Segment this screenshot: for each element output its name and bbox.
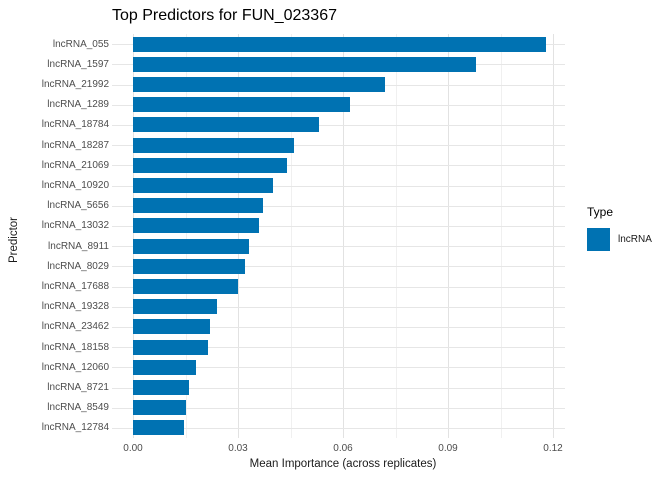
x-tick-label: 0.03 bbox=[228, 443, 248, 454]
bar-lncRNA_13032 bbox=[133, 218, 259, 234]
y-tick-label: lncRNA_23462 bbox=[41, 321, 109, 333]
bar-lncRNA_10920 bbox=[133, 178, 273, 193]
x-gridline-minor bbox=[185, 34, 187, 438]
x-gridline-major bbox=[133, 34, 134, 438]
y-gridline bbox=[112, 185, 565, 187]
y-tick-label: lncRNA_12784 bbox=[41, 422, 109, 434]
y-gridline bbox=[112, 367, 565, 369]
legend: Type lncRNA bbox=[587, 205, 652, 251]
y-gridline bbox=[112, 124, 565, 126]
y-gridline bbox=[112, 145, 565, 147]
bar-lncRNA_1289 bbox=[133, 97, 350, 113]
bar-lncRNA_12784 bbox=[133, 420, 184, 436]
x-gridline-minor bbox=[290, 34, 292, 438]
y-tick-label: lncRNA_18158 bbox=[41, 341, 109, 353]
legend-item-label: lncRNA bbox=[618, 234, 652, 245]
y-gridline bbox=[112, 387, 565, 389]
bar-lncRNA_8549 bbox=[133, 400, 186, 416]
y-axis-tick-labels: lncRNA_055 lncRNA_1597 lncRNA_21992 lncRNA_… bbox=[0, 34, 109, 438]
bar-lncRNA_8029 bbox=[133, 258, 245, 274]
y-tick-label: lncRNA_8029 bbox=[47, 260, 109, 272]
y-gridline bbox=[112, 165, 565, 167]
y-gridline bbox=[112, 347, 565, 349]
y-gridline bbox=[112, 407, 565, 409]
bar-lncRNA_21992 bbox=[133, 77, 385, 92]
x-gridline-major bbox=[343, 34, 344, 438]
bar-lncRNA_12060 bbox=[133, 359, 196, 375]
y-tick-label: lncRNA_10920 bbox=[41, 180, 109, 192]
y-gridline bbox=[112, 225, 565, 227]
y-tick-label: lncRNA_12060 bbox=[41, 361, 109, 373]
x-tick-label: 0.00 bbox=[123, 443, 143, 454]
y-tick-label: lncRNA_8549 bbox=[47, 402, 109, 414]
bar-lncRNA_1597 bbox=[133, 56, 476, 72]
x-tick-label: 0.06 bbox=[333, 443, 353, 454]
bar-lncRNA_5656 bbox=[133, 198, 263, 214]
x-gridline-major bbox=[553, 34, 554, 438]
y-gridline bbox=[112, 427, 565, 429]
y-gridline bbox=[112, 205, 565, 207]
bar-lncRNA_23462 bbox=[133, 319, 210, 335]
y-tick-label: lncRNA_18784 bbox=[41, 119, 109, 131]
y-tick-label: lncRNA_18287 bbox=[41, 139, 109, 151]
y-tick-label: lncRNA_5656 bbox=[47, 200, 109, 212]
bar-lncRNA_18158 bbox=[133, 339, 209, 355]
y-gridline bbox=[112, 306, 565, 308]
y-gridline bbox=[112, 266, 565, 268]
bar-lncRNA_19328 bbox=[133, 299, 217, 315]
y-tick-label: lncRNA_21069 bbox=[41, 159, 109, 171]
y-tick-label: lncRNA_13032 bbox=[41, 220, 109, 232]
y-tick-label: lncRNA_19328 bbox=[41, 301, 109, 313]
x-gridline-major bbox=[448, 34, 449, 438]
y-tick-label: lncRNA_8911 bbox=[48, 240, 109, 252]
y-tick-label: lncRNA_1597 bbox=[47, 58, 109, 70]
bar-lncRNA_055 bbox=[133, 36, 546, 52]
y-gridline bbox=[112, 246, 565, 248]
x-axis-tick-labels: 0.00 0.03 0.06 0.09 0.12 bbox=[0, 443, 672, 455]
x-tick-label: 0.09 bbox=[438, 443, 458, 454]
legend-title: Type bbox=[587, 205, 614, 219]
legend-item: lncRNA bbox=[587, 228, 652, 251]
bar-lncRNA_21069 bbox=[133, 157, 287, 173]
legend-swatch-icon bbox=[587, 228, 610, 251]
y-gridline bbox=[112, 326, 565, 328]
bar-lncRNA_8911 bbox=[133, 238, 249, 254]
bar-lncRNA_18784 bbox=[133, 117, 319, 133]
bar-lncRNA_8721 bbox=[133, 380, 189, 395]
y-tick-label: lncRNA_8721 bbox=[47, 382, 109, 394]
x-gridline-minor bbox=[395, 34, 397, 438]
x-gridline-major bbox=[238, 34, 239, 438]
x-tick-label: 0.12 bbox=[543, 443, 563, 454]
x-gridline-minor bbox=[500, 34, 502, 438]
x-axis-title: Mean Importance (across replicates) bbox=[249, 458, 437, 470]
bar-lncRNA_18287 bbox=[133, 137, 294, 153]
plot-panel bbox=[112, 34, 565, 438]
y-tick-label: lncRNA_21992 bbox=[41, 79, 109, 90]
y-gridline bbox=[112, 286, 565, 288]
y-tick-label: lncRNA_17688 bbox=[41, 281, 109, 293]
bar-lncRNA_17688 bbox=[133, 279, 238, 294]
y-tick-label: lncRNA_1289 bbox=[47, 99, 109, 111]
chart-title: Top Predictors for FUN_023367 bbox=[112, 7, 337, 24]
y-tick-label: lncRNA_055 bbox=[52, 38, 109, 50]
